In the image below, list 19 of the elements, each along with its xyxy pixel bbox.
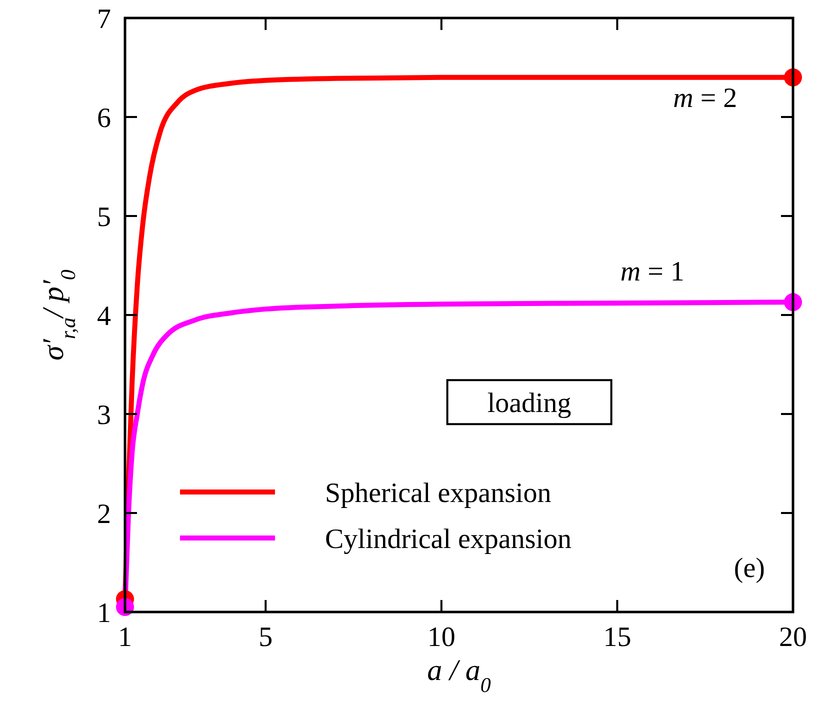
x-axis-title: a / a$_{0}$	[427, 654, 492, 697]
x-tick-label: 20	[779, 622, 807, 653]
y-tick-label: 2	[97, 499, 111, 530]
x-tick-label: 5	[258, 622, 273, 653]
y-tick-label: 6	[97, 103, 111, 134]
y-tick-label: 5	[97, 202, 111, 233]
annotation: m = 2	[673, 83, 738, 114]
x-tick-label: 10	[427, 622, 456, 653]
y-tick-label: 7	[97, 4, 111, 35]
y-tick-label: 4	[97, 301, 111, 332]
y-tick-label: 3	[97, 400, 111, 431]
y-tick-label: 1	[97, 598, 111, 629]
legend-label: Cylindrical expansion	[325, 524, 572, 555]
legend-label: Spherical expansion	[325, 478, 552, 509]
x-tick-label: 15	[603, 622, 632, 653]
annotation: (e)	[734, 553, 765, 584]
annotation: loading	[487, 388, 572, 420]
annotation: m = 1	[620, 256, 684, 288]
x-tick-label: 1	[118, 622, 132, 653]
